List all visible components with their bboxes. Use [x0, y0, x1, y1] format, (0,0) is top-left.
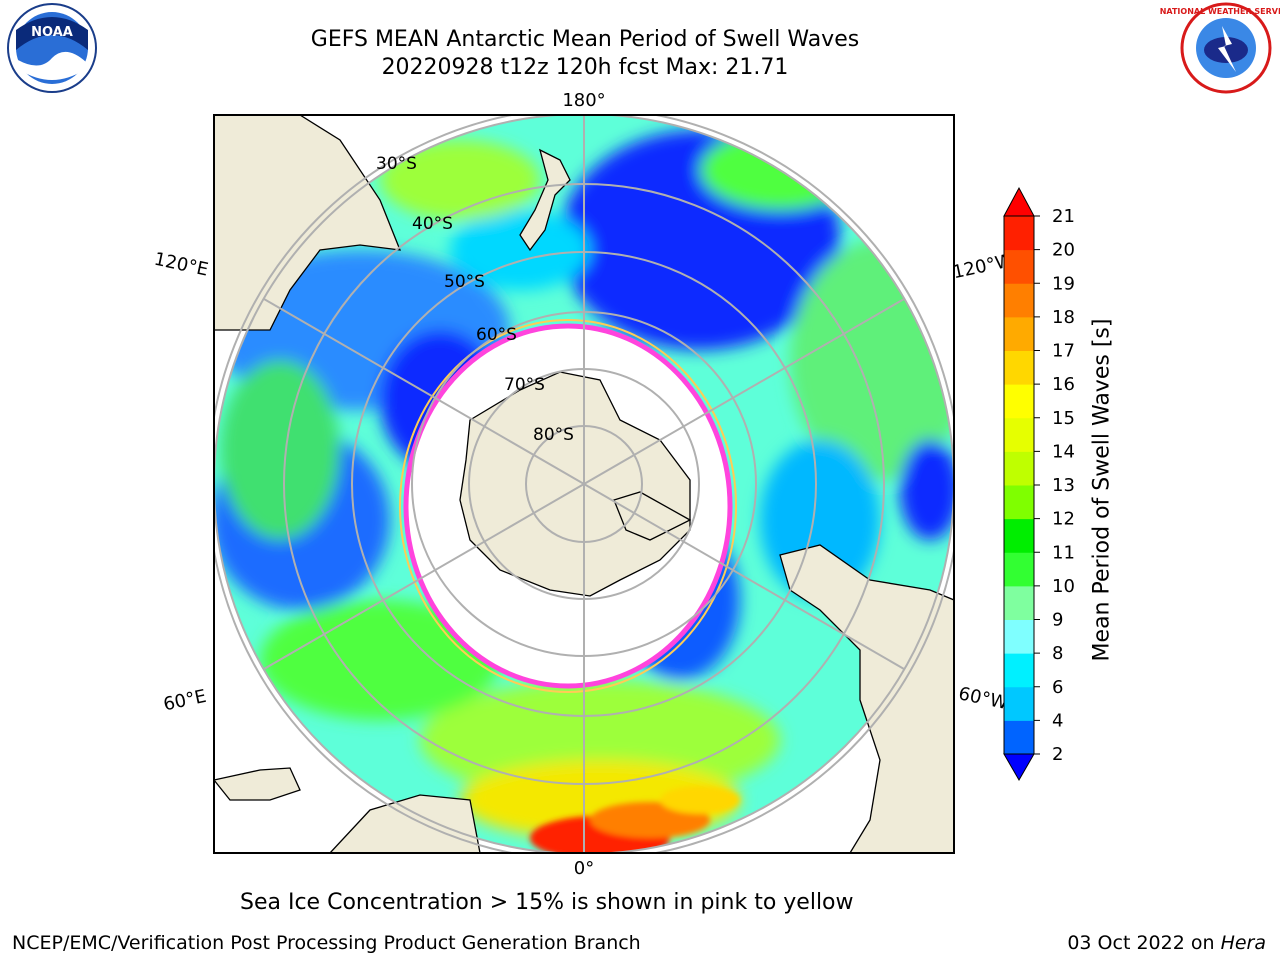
colorbar-tick-label: 2 — [1052, 744, 1063, 765]
colorbar-segment — [1004, 451, 1034, 486]
colorbar-label: Mean Period of Swell Waves [s] — [1089, 318, 1115, 662]
colorbar-tick-label: 12 — [1052, 509, 1075, 530]
date-stamp: 03 Oct 2022 on Hera — [1067, 932, 1266, 954]
colorbar-tick-label: 19 — [1052, 273, 1075, 294]
colorbar-tick-label: 6 — [1052, 677, 1063, 698]
map-subtitle: 20220928 t12z 120h fcst Max: 21.71 — [381, 55, 789, 80]
lat-label-50s: 50°S — [444, 272, 485, 292]
date-text: 03 Oct 2022 on — [1067, 932, 1221, 954]
colorbar-tick-label: 14 — [1052, 441, 1075, 462]
colorbar-segment — [1004, 518, 1034, 553]
land-masses — [214, 115, 954, 853]
lon-label-180: 180° — [562, 90, 605, 111]
noaa-logo: NOAA — [7, 3, 97, 93]
sea-ice-caption: Sea Ice Concentration > 15% is shown in … — [240, 890, 854, 915]
nws-logo: NATIONAL WEATHER SERVICE — [1160, 2, 1280, 94]
colorbar-segment — [1004, 417, 1034, 452]
colorbar: 2 4 6 8 9 10 11 12 13 14 15 16 17 18 19 20 21 — [1003, 186, 1075, 782]
lat-label-40s: 40°S — [412, 214, 453, 234]
colorbar-segment — [1004, 283, 1034, 318]
colorbar-segment — [1004, 619, 1034, 654]
lat-label-70s: 70°S — [504, 375, 545, 395]
lon-label-60w: 60°W — [957, 683, 1010, 714]
lat-label-30s: 30°S — [376, 154, 417, 174]
colorbar-segment — [1004, 249, 1034, 284]
colorbar-tick-label: 8 — [1052, 643, 1063, 664]
colorbar-segment — [1004, 720, 1034, 755]
lat-label-60s: 60°S — [476, 325, 517, 345]
map-title: GEFS MEAN Antarctic Mean Period of Swell… — [310, 27, 860, 52]
map-border — [213, 114, 955, 854]
lon-label-60e: 60°E — [162, 686, 209, 716]
colorbar-tick-label: 15 — [1052, 408, 1075, 429]
map-frame: 30°S 40°S 50°S 60°S 70°S 80°S — [214, 115, 954, 853]
colorbar-tick-label: 9 — [1052, 610, 1063, 631]
colorbar-segment — [1004, 552, 1034, 587]
lon-label-0: 0° — [574, 858, 594, 879]
lat-label-80s: 80°S — [533, 425, 574, 445]
credit-text: NCEP/EMC/Verification Post Processing Pr… — [12, 932, 641, 954]
colorbar-tick-label: 11 — [1052, 542, 1075, 563]
colorbar-under-arrow — [1003, 753, 1035, 782]
colorbar-segment — [1004, 350, 1034, 385]
host-text: Hera — [1220, 932, 1266, 954]
colorbar-label-wrap: Mean Period of Swell Waves [s] — [1082, 300, 1122, 680]
colorbar-segment — [1004, 216, 1034, 251]
colorbar-tick-label: 21 — [1052, 206, 1075, 227]
lon-label-120e: 120°E — [152, 249, 210, 281]
colorbar-tick-label: 13 — [1052, 475, 1075, 496]
noaa-logo-text: NOAA — [31, 25, 73, 40]
colorbar-over-arrow — [1003, 186, 1035, 217]
colorbar-tick-label: 18 — [1052, 307, 1075, 328]
colorbar-tick-label: 4 — [1052, 710, 1063, 731]
colorbar-tick-label: 16 — [1052, 374, 1075, 395]
nws-logo-text: NATIONAL WEATHER SERVICE — [1160, 7, 1280, 16]
colorbar-segment — [1004, 653, 1034, 688]
colorbar-segment — [1004, 384, 1034, 419]
colorbar-segment — [1004, 485, 1034, 520]
graticule — [214, 115, 954, 853]
colorbar-tick-label: 17 — [1052, 341, 1075, 362]
colorbar-segment — [1004, 585, 1034, 620]
colorbar-segment — [1004, 316, 1034, 351]
colorbar-tick-label: 20 — [1052, 240, 1075, 261]
colorbar-segment — [1004, 686, 1034, 721]
colorbar-tick-label: 10 — [1052, 576, 1075, 597]
